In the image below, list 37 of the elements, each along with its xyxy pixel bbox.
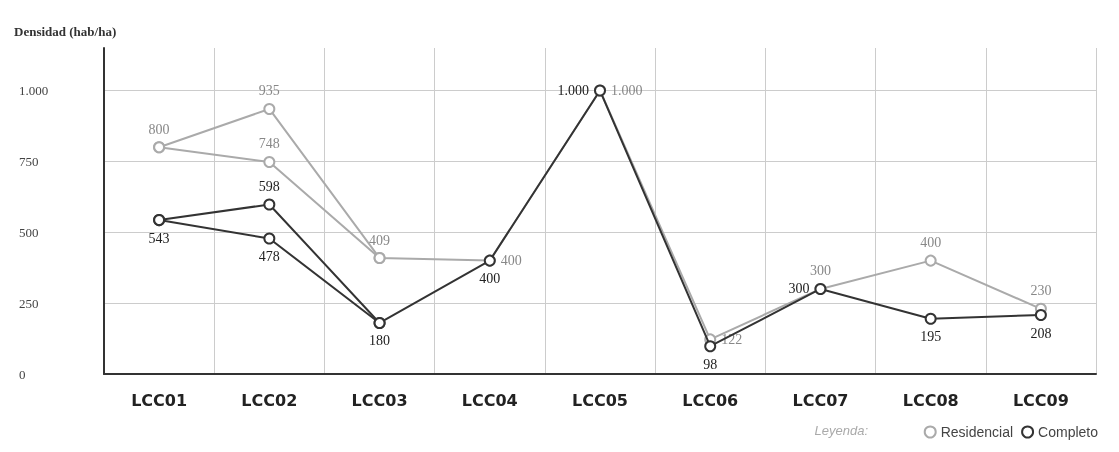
y-tick-label: 500 xyxy=(19,224,39,240)
y-tick-label: 250 xyxy=(19,295,39,311)
x-tick-label: LCC06 xyxy=(682,390,739,410)
y-tick-label: 0 xyxy=(19,366,26,382)
data-label: 409 xyxy=(369,232,391,248)
legend-title: Leyenda: xyxy=(814,423,869,438)
x-tick-label: LCC04 xyxy=(461,390,518,410)
data-label: 208 xyxy=(1030,325,1052,341)
legend-label: Completo xyxy=(1038,424,1099,440)
x-tick-label: LCC03 xyxy=(351,390,408,410)
x-tick-label: LCC02 xyxy=(241,390,298,410)
y-tick-label: 1.000 xyxy=(19,83,49,99)
data-label: 300 xyxy=(788,281,810,297)
data-label: 598 xyxy=(258,178,280,194)
data-label: 400 xyxy=(500,253,522,269)
data-label: 400 xyxy=(920,235,942,251)
x-tick-label: LCC05 xyxy=(572,390,628,410)
x-tick-label: LCC09 xyxy=(1012,390,1069,410)
data-label: 230 xyxy=(1030,283,1052,299)
data-label: 1.000 xyxy=(611,83,643,99)
data-label: 180 xyxy=(369,333,391,349)
x-tick-label: LCC08 xyxy=(902,390,959,410)
data-label: 300 xyxy=(809,263,831,279)
data-label: 400 xyxy=(479,271,501,287)
data-label: 800 xyxy=(148,121,170,137)
data-label: 98 xyxy=(703,356,718,372)
data-label: 195 xyxy=(920,329,942,345)
data-label: 543 xyxy=(148,230,170,246)
y-axis-title: Densidad (hab/ha) xyxy=(14,24,117,39)
x-tick-label: LCC01 xyxy=(131,390,188,410)
data-label: 748 xyxy=(258,136,280,152)
data-label: 478 xyxy=(258,249,280,264)
y-tick-label: 750 xyxy=(19,153,39,169)
data-label: 935 xyxy=(258,83,280,99)
data-label: 1.000 xyxy=(557,83,589,99)
legend-label: Residencial xyxy=(940,424,1014,440)
x-tick-label: LCC07 xyxy=(792,390,849,410)
